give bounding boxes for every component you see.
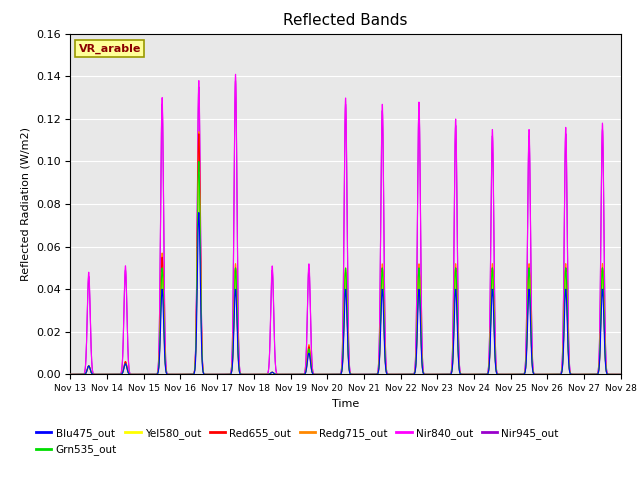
Yel580_out xyxy=(301,370,309,376)
Nir945_out xyxy=(278,372,285,377)
Nir840_out xyxy=(232,72,239,77)
Nir945_out xyxy=(129,372,137,377)
Red655_out xyxy=(278,372,285,377)
Red655_out xyxy=(606,372,614,377)
Nir945_out xyxy=(162,360,170,366)
Grn535_out xyxy=(606,372,614,377)
Line: Nir945_out: Nir945_out xyxy=(70,81,621,374)
Y-axis label: Reflected Radiation (W/m2): Reflected Radiation (W/m2) xyxy=(20,127,30,281)
Line: Nir840_out: Nir840_out xyxy=(70,74,621,374)
Grn535_out xyxy=(67,372,74,377)
Nir840_out xyxy=(162,360,170,366)
Blu475_out xyxy=(606,372,614,377)
Blu475_out xyxy=(162,368,170,374)
Red655_out xyxy=(301,370,309,375)
X-axis label: Time: Time xyxy=(332,399,359,408)
Red655_out xyxy=(195,131,203,137)
Grn535_out xyxy=(547,372,555,377)
Red655_out xyxy=(617,372,625,377)
Nir840_out xyxy=(129,372,137,377)
Grn535_out xyxy=(162,367,170,373)
Nir945_out xyxy=(617,372,625,377)
Redg715_out xyxy=(301,370,309,375)
Line: Red655_out: Red655_out xyxy=(70,134,621,374)
Nir840_out xyxy=(547,372,555,377)
Yel580_out xyxy=(129,372,137,377)
Line: Blu475_out: Blu475_out xyxy=(70,213,621,374)
Redg715_out xyxy=(162,366,170,372)
Yel580_out xyxy=(606,372,614,377)
Grn535_out xyxy=(278,372,285,377)
Blu475_out xyxy=(301,370,309,376)
Grn535_out xyxy=(617,372,625,377)
Yel580_out xyxy=(67,372,74,377)
Redg715_out xyxy=(547,372,555,377)
Nir840_out xyxy=(301,364,309,370)
Red655_out xyxy=(129,372,137,377)
Text: VR_arable: VR_arable xyxy=(79,44,141,54)
Nir945_out xyxy=(547,372,555,377)
Yel580_out xyxy=(278,372,285,377)
Redg715_out xyxy=(129,372,137,377)
Yel580_out xyxy=(162,367,170,373)
Redg715_out xyxy=(195,129,203,134)
Grn535_out xyxy=(195,158,203,164)
Yel580_out xyxy=(195,169,203,175)
Blu475_out xyxy=(617,372,625,377)
Redg715_out xyxy=(278,372,285,377)
Title: Reflected Bands: Reflected Bands xyxy=(284,13,408,28)
Nir840_out xyxy=(606,372,614,377)
Redg715_out xyxy=(617,372,625,377)
Nir945_out xyxy=(67,372,74,377)
Grn535_out xyxy=(301,370,309,375)
Blu475_out xyxy=(67,372,74,377)
Nir945_out xyxy=(301,364,309,370)
Line: Yel580_out: Yel580_out xyxy=(70,172,621,374)
Red655_out xyxy=(547,372,555,377)
Grn535_out xyxy=(129,372,137,377)
Blu475_out xyxy=(195,210,203,216)
Yel580_out xyxy=(617,372,625,377)
Blu475_out xyxy=(129,372,137,377)
Line: Grn535_out: Grn535_out xyxy=(70,161,621,374)
Redg715_out xyxy=(606,372,614,377)
Nir840_out xyxy=(67,372,74,377)
Red655_out xyxy=(162,367,170,372)
Legend: Blu475_out, Grn535_out, Yel580_out, Red655_out, Redg715_out, Nir840_out, Nir945_: Blu475_out, Grn535_out, Yel580_out, Red6… xyxy=(31,424,563,459)
Blu475_out xyxy=(547,372,555,377)
Blu475_out xyxy=(278,372,285,377)
Nir840_out xyxy=(617,372,625,377)
Nir840_out xyxy=(278,372,285,377)
Nir945_out xyxy=(606,372,614,377)
Yel580_out xyxy=(547,372,555,377)
Redg715_out xyxy=(67,372,74,377)
Red655_out xyxy=(67,372,74,377)
Line: Redg715_out: Redg715_out xyxy=(70,132,621,374)
Nir945_out xyxy=(232,78,239,84)
